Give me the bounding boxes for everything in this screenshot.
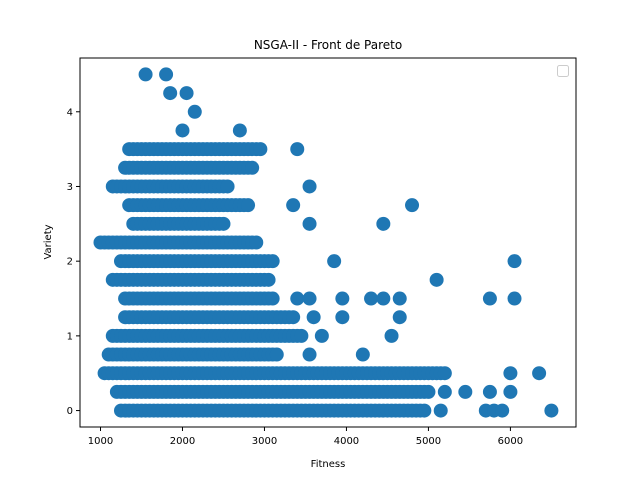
data-point [265, 254, 280, 269]
axes-border [79, 57, 577, 428]
data-point [437, 384, 452, 399]
data-point [392, 291, 407, 306]
data-point [163, 86, 178, 101]
x-axis-ticks: 1000 2000 3000 4000 5000 6000 [88, 427, 523, 447]
data-point [253, 142, 268, 157]
data-point [290, 291, 305, 306]
data-point [507, 254, 522, 269]
y-tick-label: 0 [67, 406, 73, 417]
data-point [544, 403, 559, 418]
data-point [138, 67, 153, 82]
data-point [355, 347, 370, 362]
data-point [314, 328, 329, 343]
data-point [417, 403, 432, 418]
data-point [335, 310, 350, 325]
data-point [306, 310, 321, 325]
data-point [503, 384, 518, 399]
data-point [458, 384, 473, 399]
data-point [503, 366, 518, 381]
legend-box [557, 65, 569, 77]
data-point [241, 198, 256, 213]
x-tick-label: 6000 [498, 436, 523, 447]
data-point [179, 86, 194, 101]
data-point [429, 272, 444, 287]
data-point [327, 254, 342, 269]
data-point [232, 123, 247, 138]
data-point [495, 403, 510, 418]
data-point [175, 123, 190, 138]
data-point [302, 216, 317, 231]
data-point [437, 366, 452, 381]
x-tick-label: 4000 [334, 436, 359, 447]
y-tick-label: 1 [67, 331, 73, 342]
data-point [376, 291, 391, 306]
data-point [421, 384, 436, 399]
data-point [302, 347, 317, 362]
data-point [376, 216, 391, 231]
chart-title: NSGA-II - Front de Pareto [254, 38, 402, 52]
data-point [302, 179, 317, 194]
data-point [392, 310, 407, 325]
data-point [216, 216, 231, 231]
x-tick-label: 1000 [88, 436, 113, 447]
y-tick-label: 2 [67, 257, 73, 268]
data-point [364, 291, 379, 306]
data-point [249, 235, 264, 250]
data-point [159, 67, 174, 82]
data-point [405, 198, 420, 213]
data-point [335, 291, 350, 306]
data-point [433, 403, 448, 418]
x-axis-label: Fitness [311, 459, 346, 470]
data-point [265, 291, 280, 306]
data-point [245, 160, 260, 175]
y-axis-ticks: 0 1 2 3 4 [67, 107, 80, 417]
data-point [302, 291, 317, 306]
x-tick-label: 2000 [170, 436, 195, 447]
y-tick-label: 4 [67, 107, 73, 118]
data-point [269, 347, 284, 362]
data-point [261, 272, 276, 287]
x-tick-label: 3000 [252, 436, 277, 447]
points-layer [93, 67, 559, 418]
data-point [482, 291, 497, 306]
data-point [290, 142, 305, 157]
data-point [294, 328, 309, 343]
data-point [220, 179, 235, 194]
data-point [384, 328, 399, 343]
data-point [187, 104, 202, 119]
data-point [286, 198, 301, 213]
data-point [532, 366, 547, 381]
x-tick-label: 5000 [416, 436, 441, 447]
axes-frame [79, 57, 577, 428]
data-point [286, 310, 301, 325]
data-point [482, 384, 497, 399]
y-axis-label: Variety [43, 224, 54, 259]
y-tick-label: 3 [67, 182, 73, 193]
data-point [507, 291, 522, 306]
